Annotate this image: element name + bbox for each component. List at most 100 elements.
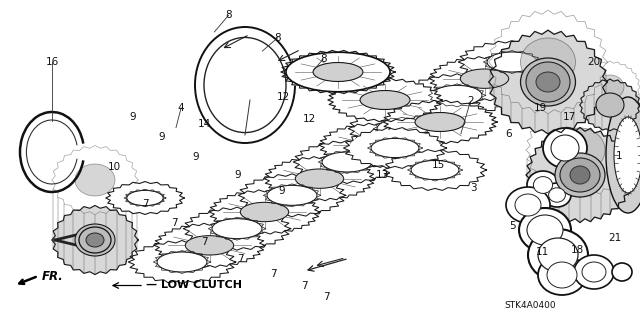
Ellipse shape [543,128,587,168]
Ellipse shape [204,37,286,133]
Text: 18: 18 [571,245,584,256]
Ellipse shape [547,262,577,288]
Text: FR.: FR. [42,271,63,283]
Ellipse shape [538,255,586,295]
Ellipse shape [127,190,163,206]
Text: 9: 9 [192,152,198,162]
Ellipse shape [79,227,111,253]
Ellipse shape [371,138,419,158]
Ellipse shape [354,109,450,148]
Ellipse shape [409,76,505,115]
Ellipse shape [186,236,234,255]
Text: 6: 6 [506,129,512,139]
Ellipse shape [519,208,571,252]
Ellipse shape [286,52,390,92]
Ellipse shape [551,135,579,161]
Ellipse shape [464,43,560,81]
Ellipse shape [555,153,605,197]
Ellipse shape [596,75,624,99]
Polygon shape [209,190,320,234]
Text: 10: 10 [108,162,120,173]
Text: 4: 4 [178,103,184,113]
Polygon shape [264,157,375,201]
Ellipse shape [520,58,575,106]
Polygon shape [383,100,497,144]
Ellipse shape [528,229,588,281]
Ellipse shape [555,128,605,172]
Text: 7: 7 [301,281,307,292]
Ellipse shape [574,255,614,289]
Ellipse shape [405,102,454,122]
Text: 9: 9 [130,112,136,122]
Text: 16: 16 [46,57,59,67]
Ellipse shape [536,72,560,92]
Ellipse shape [195,27,295,143]
Text: 7: 7 [237,254,243,264]
Text: 12: 12 [303,114,316,124]
Ellipse shape [350,136,399,155]
Text: 13: 13 [376,170,389,181]
Ellipse shape [460,69,509,88]
Ellipse shape [526,62,570,102]
Text: 9: 9 [235,170,241,180]
Ellipse shape [606,97,640,213]
Text: 8: 8 [320,54,326,64]
Ellipse shape [110,183,180,213]
Ellipse shape [527,215,563,245]
Ellipse shape [612,263,632,281]
Text: 2: 2 [467,96,474,107]
Ellipse shape [506,187,550,223]
Text: 7: 7 [323,292,330,302]
Polygon shape [374,90,485,134]
Text: 8: 8 [275,33,281,43]
Text: 5: 5 [509,221,515,232]
Ellipse shape [322,152,372,172]
Ellipse shape [533,177,552,193]
Text: 7: 7 [271,269,277,279]
Text: 3: 3 [470,183,477,193]
Ellipse shape [415,113,465,131]
Text: 8: 8 [225,10,232,20]
Polygon shape [429,56,540,101]
Ellipse shape [582,262,606,282]
Ellipse shape [240,202,289,222]
Polygon shape [580,79,640,131]
Text: 12: 12 [277,92,290,102]
Ellipse shape [411,160,459,180]
Ellipse shape [389,152,481,189]
Text: 14: 14 [198,119,211,130]
Text: 7: 7 [143,199,149,209]
Text: STK4A0400: STK4A0400 [504,301,556,310]
Text: 7: 7 [171,218,177,228]
Ellipse shape [360,91,410,109]
Ellipse shape [157,252,207,272]
Ellipse shape [189,210,285,248]
Ellipse shape [614,117,640,193]
Ellipse shape [134,243,230,281]
Text: — LOW CLUTCH: — LOW CLUTCH [146,280,242,290]
Ellipse shape [487,52,537,72]
Text: 21: 21 [608,233,621,243]
Ellipse shape [212,219,262,239]
Text: 11: 11 [536,247,549,257]
Ellipse shape [244,176,340,215]
Ellipse shape [349,130,441,167]
Text: 20: 20 [588,57,600,67]
Ellipse shape [520,38,575,86]
Text: 1: 1 [616,151,623,161]
Polygon shape [526,128,634,223]
Polygon shape [319,123,430,167]
Ellipse shape [527,171,559,199]
Ellipse shape [596,93,624,117]
Text: 7: 7 [202,237,208,247]
Polygon shape [154,223,265,267]
Polygon shape [281,50,396,93]
Text: 19: 19 [534,103,547,114]
Ellipse shape [538,238,578,272]
Polygon shape [328,78,442,122]
Ellipse shape [548,188,565,202]
Ellipse shape [543,183,571,207]
Text: 15: 15 [432,160,445,170]
Ellipse shape [267,185,317,205]
Ellipse shape [86,233,104,247]
